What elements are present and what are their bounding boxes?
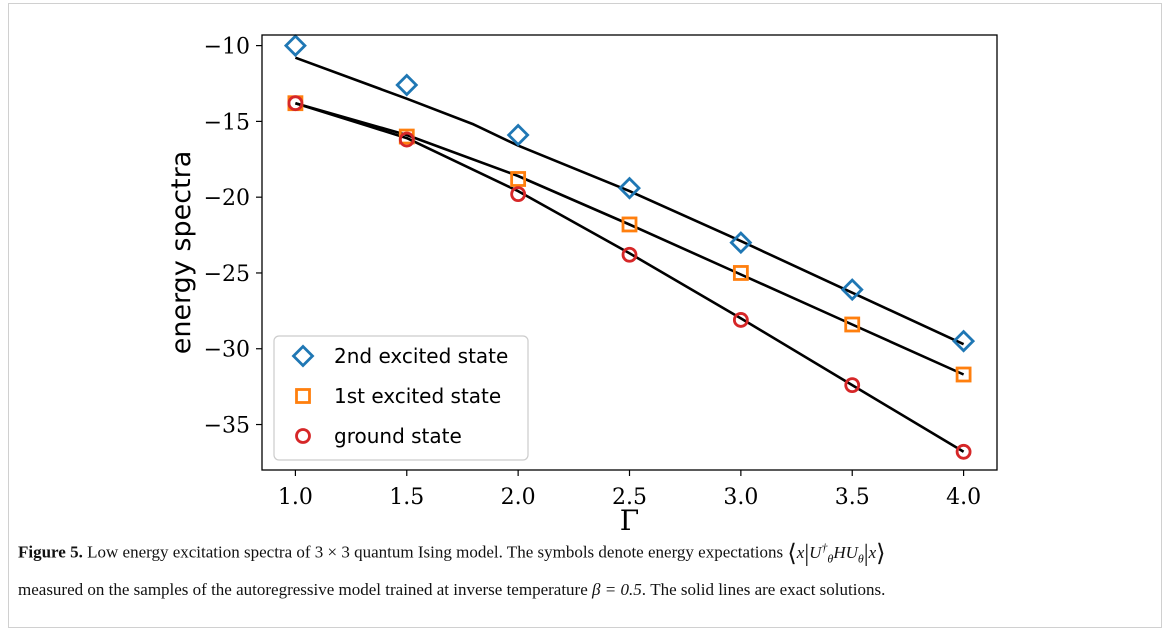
- legend: 2nd excited state 1st excited state ground…: [273, 335, 529, 461]
- point-circle-3: [510, 186, 527, 203]
- point-circle-4: [621, 246, 638, 263]
- point-diamond-7: [952, 329, 976, 353]
- figure-frame: [8, 3, 1162, 628]
- legend-marker-circle: [295, 428, 311, 444]
- x-tick-label: 1.5: [389, 485, 424, 510]
- y-tick-label: −20: [204, 186, 250, 211]
- exact-solution-lines: [294, 56, 965, 453]
- y-tick-label: −25: [204, 262, 250, 287]
- y-tick-label: −30: [204, 338, 250, 363]
- axes: 1.0 1.5 2.0 2.5 3.0 3.5 4.0 −10 −15 −20 −25 −30 −35 Γ…: [166, 34, 998, 531]
- caption-text-1: Low energy excitation spectra of 3 × 3 q…: [82, 542, 788, 562]
- x-tick-label: 2.5: [612, 485, 647, 510]
- legend-marker-diamond: [291, 344, 315, 368]
- figure-caption: Figure 5. Low energy excitation spectra …: [18, 532, 1148, 605]
- legend-box: [273, 335, 529, 461]
- point-diamond-2: [395, 73, 419, 97]
- x-tick-label: 2.0: [501, 485, 536, 510]
- y-tick-label: −10: [204, 35, 250, 60]
- legend-label: 1st excited state: [334, 384, 501, 408]
- y-tick-label: −15: [204, 110, 250, 135]
- point-diamond-6: [840, 278, 864, 302]
- exact-line-1: [294, 56, 965, 346]
- exact-line-2: [295, 101, 965, 376]
- point-square-7: [955, 366, 972, 383]
- data-markers: [283, 34, 976, 460]
- caption-beta: β = 0.5: [592, 580, 642, 600]
- caption-text-2: measured on the samples of the autoregre…: [18, 580, 593, 600]
- x-tick-label: 3.0: [723, 485, 758, 510]
- x-axis-label: Γ: [620, 504, 639, 531]
- y-tick-label: −35: [204, 414, 250, 439]
- caption-text-3: . The solid lines are exact solutions.: [641, 580, 886, 600]
- chart: 1.0 1.5 2.0 2.5 3.0 3.5 4.0 −10 −15 −20 −25 −30 −35 Γ…: [166, 34, 998, 531]
- point-circle-6: [844, 377, 861, 394]
- exact-line-3: [295, 101, 965, 453]
- point-circle-5: [732, 312, 749, 328]
- x-tick-label: 3.5: [835, 485, 870, 510]
- y-axis-label: energy spectra: [166, 151, 197, 355]
- point-circle-1: [287, 95, 304, 112]
- point-square-4: [621, 216, 638, 233]
- x-tick-label: 1.0: [278, 485, 313, 510]
- point-square-6: [844, 316, 861, 333]
- point-diamond-1: [283, 34, 307, 58]
- point-diamond-3: [506, 123, 530, 147]
- point-square-5: [732, 265, 749, 281]
- point-square-3: [510, 171, 527, 187]
- legend-marker-square: [295, 388, 311, 404]
- caption-label: Figure 5.: [18, 542, 83, 562]
- legend-label: ground state: [334, 424, 462, 448]
- point-diamond-4: [618, 176, 641, 200]
- point-circle-7: [955, 443, 972, 460]
- caption-expectation: ⟨x|U†θHUθ|x⟩: [787, 540, 886, 567]
- point-diamond-5: [729, 231, 753, 255]
- point-circle-2: [398, 131, 415, 148]
- x-tick-label: 4.0: [946, 485, 981, 510]
- legend-label: 2nd excited state: [334, 344, 508, 368]
